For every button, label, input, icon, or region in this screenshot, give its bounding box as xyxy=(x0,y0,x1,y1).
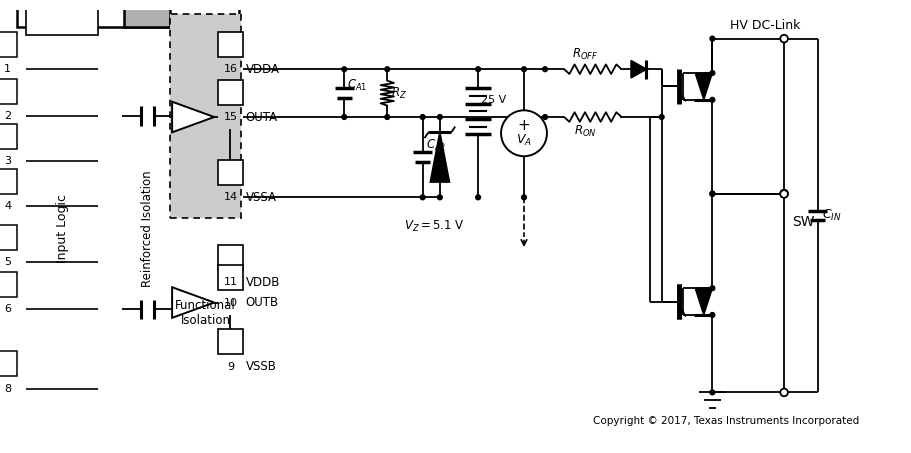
Polygon shape xyxy=(695,288,712,315)
Text: $V_A$: $V_A$ xyxy=(516,132,532,148)
Circle shape xyxy=(476,195,480,200)
Circle shape xyxy=(522,195,527,200)
Text: 11: 11 xyxy=(223,277,238,288)
Circle shape xyxy=(420,195,425,200)
Text: 1: 1 xyxy=(5,64,11,74)
Circle shape xyxy=(710,390,715,395)
Circle shape xyxy=(420,115,425,120)
Text: VDDA: VDDA xyxy=(246,63,280,76)
Polygon shape xyxy=(172,287,214,318)
Text: $C_{IN}$: $C_{IN}$ xyxy=(823,208,842,223)
Circle shape xyxy=(384,115,390,120)
Circle shape xyxy=(342,115,346,120)
Bar xyxy=(218,329,243,354)
Circle shape xyxy=(710,36,715,41)
Circle shape xyxy=(710,97,715,102)
Bar xyxy=(0,79,17,104)
Text: Input Logic: Input Logic xyxy=(56,194,68,263)
Bar xyxy=(0,32,17,57)
Polygon shape xyxy=(430,132,449,182)
Circle shape xyxy=(543,115,548,120)
Text: $V_Z = 5.1\ \mathrm{V}$: $V_Z = 5.1\ \mathrm{V}$ xyxy=(404,218,465,234)
Circle shape xyxy=(384,67,390,72)
Text: 15: 15 xyxy=(223,112,238,122)
Polygon shape xyxy=(695,73,712,100)
Bar xyxy=(218,32,243,57)
Circle shape xyxy=(710,192,715,197)
Bar xyxy=(0,351,17,376)
Circle shape xyxy=(342,67,346,72)
Circle shape xyxy=(710,313,715,318)
Circle shape xyxy=(780,190,788,198)
Bar xyxy=(170,14,241,218)
Polygon shape xyxy=(631,61,647,78)
Bar xyxy=(218,80,243,105)
Circle shape xyxy=(710,71,715,75)
Circle shape xyxy=(522,67,527,72)
Text: SW: SW xyxy=(792,215,814,229)
Bar xyxy=(124,0,170,27)
Circle shape xyxy=(501,111,547,156)
Circle shape xyxy=(437,195,442,200)
Circle shape xyxy=(660,115,664,120)
Text: 14: 14 xyxy=(223,193,238,202)
Circle shape xyxy=(710,191,715,196)
Polygon shape xyxy=(172,102,214,132)
Text: 3: 3 xyxy=(5,156,11,166)
Bar xyxy=(218,245,243,270)
Bar xyxy=(218,265,243,290)
Circle shape xyxy=(710,286,715,290)
Circle shape xyxy=(782,390,786,395)
Text: HV DC-Link: HV DC-Link xyxy=(730,19,800,32)
Text: $R_Z$: $R_Z$ xyxy=(391,86,407,101)
Text: Reinforced Isolation: Reinforced Isolation xyxy=(141,171,154,287)
Text: OUTA: OUTA xyxy=(246,111,278,124)
Text: 5: 5 xyxy=(5,257,11,267)
Text: 25 V: 25 V xyxy=(481,95,507,105)
Text: 4: 4 xyxy=(4,201,11,211)
Text: $C_{A2}$: $C_{A2}$ xyxy=(425,138,445,153)
Text: 9: 9 xyxy=(227,361,234,371)
Text: OUTB: OUTB xyxy=(246,296,279,309)
Text: Functional
Isolation: Functional Isolation xyxy=(175,299,236,327)
Text: $R_{OFF}$: $R_{OFF}$ xyxy=(572,47,599,63)
Circle shape xyxy=(476,67,480,72)
Circle shape xyxy=(780,190,788,198)
Text: Copyright © 2017, Texas Instruments Incorporated: Copyright © 2017, Texas Instruments Inco… xyxy=(593,416,859,426)
Circle shape xyxy=(780,35,788,43)
Text: VSSA: VSSA xyxy=(246,191,277,204)
Text: 10: 10 xyxy=(223,298,238,308)
Bar xyxy=(0,124,17,149)
Text: VDDB: VDDB xyxy=(246,276,280,289)
Bar xyxy=(17,0,239,27)
Bar xyxy=(0,225,17,250)
Circle shape xyxy=(543,67,548,72)
Bar xyxy=(0,169,17,193)
Text: $R_{ON}$: $R_{ON}$ xyxy=(574,124,597,139)
Bar xyxy=(0,272,17,297)
Text: $C_{A1}$: $C_{A1}$ xyxy=(347,78,367,93)
Text: 16: 16 xyxy=(223,64,238,74)
Text: 2: 2 xyxy=(4,111,11,121)
Text: VSSB: VSSB xyxy=(246,360,277,373)
Text: +: + xyxy=(517,118,530,133)
Text: 8: 8 xyxy=(4,384,11,394)
Text: 6: 6 xyxy=(5,304,11,314)
Circle shape xyxy=(780,389,788,396)
Circle shape xyxy=(437,115,442,120)
Bar xyxy=(218,160,243,185)
Bar xyxy=(26,0,98,35)
